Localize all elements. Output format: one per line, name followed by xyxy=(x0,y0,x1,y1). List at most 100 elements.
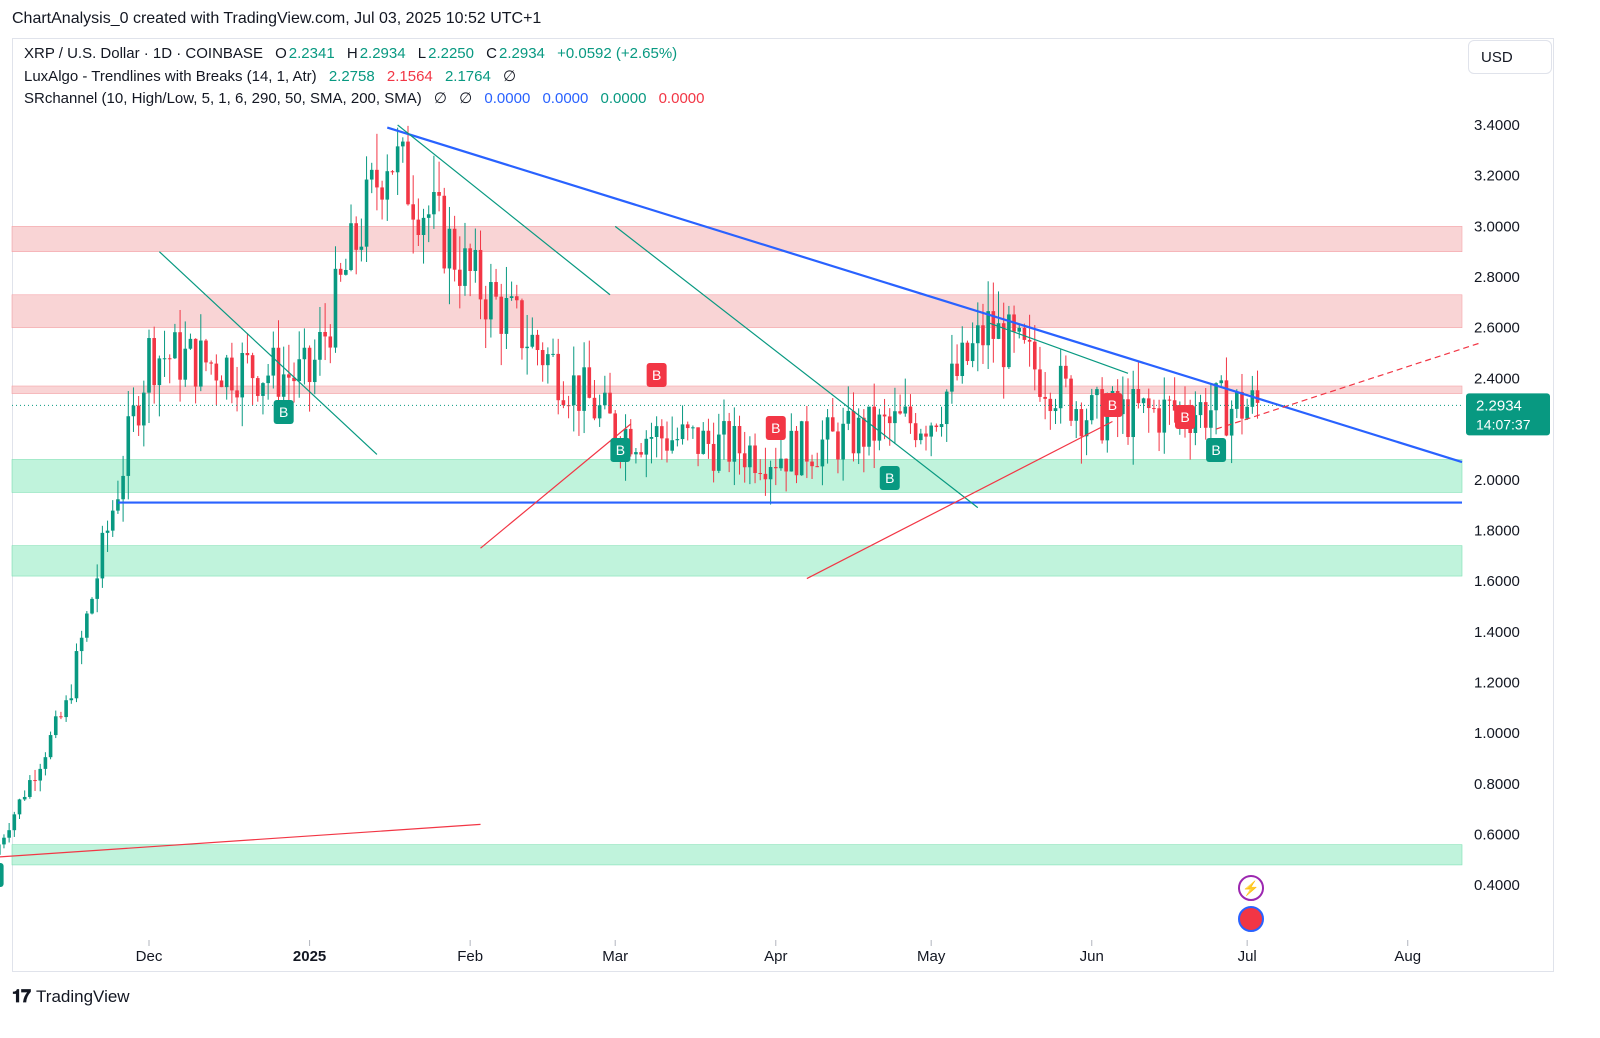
candle-body xyxy=(944,391,949,425)
indicator1-value-3: 2.1764 xyxy=(444,68,491,85)
lux-trendline xyxy=(1215,342,1481,430)
candle-body xyxy=(1131,389,1135,438)
buy-signal-marker[interactable]: B xyxy=(610,438,631,462)
high-value: 2.2934 xyxy=(359,45,406,62)
candle-body xyxy=(1126,399,1130,438)
candle-body xyxy=(426,214,431,218)
us-flag-event-icon[interactable] xyxy=(1238,906,1264,932)
candle-body xyxy=(913,423,918,441)
candle-body xyxy=(970,343,975,362)
candle-body xyxy=(1235,391,1239,409)
candle-body xyxy=(116,499,120,511)
candle-body xyxy=(48,735,53,758)
candle-body xyxy=(851,410,856,454)
candle-body xyxy=(514,296,519,301)
y-tick-label: 0.6000 xyxy=(1474,827,1520,844)
sell-signal-marker[interactable]: B xyxy=(1175,405,1195,429)
sell-signal-marker[interactable]: B xyxy=(646,363,667,387)
candle-body xyxy=(183,348,188,380)
candle-body xyxy=(701,430,706,454)
candle-body xyxy=(1193,415,1198,434)
candle-body xyxy=(121,475,125,500)
candle-body xyxy=(447,228,452,269)
candle-body xyxy=(1043,396,1047,399)
candle-body xyxy=(452,228,457,270)
candle-body xyxy=(276,347,281,397)
candle-body xyxy=(815,466,820,468)
sell-signal-marker[interactable]: B xyxy=(1102,393,1123,417)
indicator2-title[interactable]: SRchannel (10, High/Low, 5, 1, 6, 290, 5… xyxy=(24,90,422,107)
change-value: +0.0592 (+2.65%) xyxy=(557,45,678,62)
candle-body xyxy=(887,416,892,424)
candle-body xyxy=(660,426,664,439)
candle-body xyxy=(758,473,763,475)
candle-body xyxy=(680,424,685,440)
candle-body xyxy=(79,637,84,652)
buy-signal-marker[interactable]: B xyxy=(1206,438,1227,462)
candle-body xyxy=(28,780,32,797)
candle-body xyxy=(768,467,773,480)
tradingview-logo[interactable]: 𝟏𝟕 TradingView xyxy=(12,986,130,1007)
hidden-icon[interactable]: ∅ xyxy=(433,90,447,107)
y-tick-label: 1.0000 xyxy=(1474,725,1520,742)
candle-body xyxy=(1214,383,1218,411)
marker-label: B xyxy=(616,442,625,458)
candle-body xyxy=(685,424,690,429)
y-tick-label: 0.4000 xyxy=(1474,877,1520,894)
candle-body xyxy=(250,355,255,379)
buy-signal-marker[interactable]: B xyxy=(273,400,294,424)
hidden-icon[interactable]: ∅ xyxy=(503,68,517,85)
y-tick-label: 2.0000 xyxy=(1474,472,1520,489)
open-label: O xyxy=(275,45,287,62)
candle-body xyxy=(535,334,540,351)
descending-trendline[interactable] xyxy=(386,126,1463,464)
candle-body xyxy=(338,268,343,275)
x-tick-label: Feb xyxy=(457,948,483,965)
hidden-icon[interactable]: ∅ xyxy=(459,90,473,107)
candle-body xyxy=(43,757,48,769)
marker-label: B xyxy=(279,404,288,420)
candle-body xyxy=(587,367,592,398)
marker-label: B xyxy=(771,420,780,436)
buy-signal-marker[interactable]: B xyxy=(879,466,900,490)
candle-body xyxy=(929,425,933,437)
candle-body xyxy=(369,169,374,180)
candle-body xyxy=(1089,395,1094,421)
candle-body xyxy=(717,434,721,471)
marker-label: B xyxy=(1108,397,1117,413)
candle-body xyxy=(634,452,638,455)
candle-body xyxy=(1069,378,1073,421)
legend-symbol-row: XRP / U.S. Dollar · 1D · COINBASE O 2.234… xyxy=(24,45,679,62)
candle-body xyxy=(126,416,131,476)
candle-body xyxy=(105,530,110,533)
lightning-event-icon[interactable] xyxy=(1238,875,1264,901)
candle-body xyxy=(934,425,939,428)
sell-signal-marker[interactable]: B xyxy=(765,416,786,440)
candle-body xyxy=(136,405,141,426)
indicator1-title[interactable]: LuxAlgo - Trendlines with Breaks (14, 1,… xyxy=(24,68,317,85)
candle-body xyxy=(64,700,68,718)
symbol-title[interactable]: XRP / U.S. Dollar · 1D · COINBASE xyxy=(24,45,263,62)
candle-body xyxy=(1100,389,1104,441)
support-zone xyxy=(11,545,1463,577)
buy-signal-marker[interactable]: B xyxy=(0,863,4,887)
candle-body xyxy=(763,473,768,480)
candle-body xyxy=(893,411,897,424)
currency-button[interactable]: USD xyxy=(1468,40,1552,74)
candle-body xyxy=(478,249,483,300)
y-tick-label: 3.0000 xyxy=(1474,218,1520,235)
candle-body xyxy=(328,336,333,348)
low-label: L xyxy=(417,45,427,62)
candle-body xyxy=(0,844,1,855)
candle-body xyxy=(846,410,851,424)
candle-body xyxy=(483,299,488,320)
candle-body xyxy=(556,353,561,401)
candle-body xyxy=(266,375,270,384)
candle-body xyxy=(1064,365,1068,379)
candle-body xyxy=(318,331,322,360)
marker-label: B xyxy=(1211,442,1220,458)
y-tick-label: 0.8000 xyxy=(1474,776,1520,793)
legend-indicator1-row: LuxAlgo - Trendlines with Breaks (14, 1,… xyxy=(24,67,518,85)
chart-frame xyxy=(12,38,1554,972)
